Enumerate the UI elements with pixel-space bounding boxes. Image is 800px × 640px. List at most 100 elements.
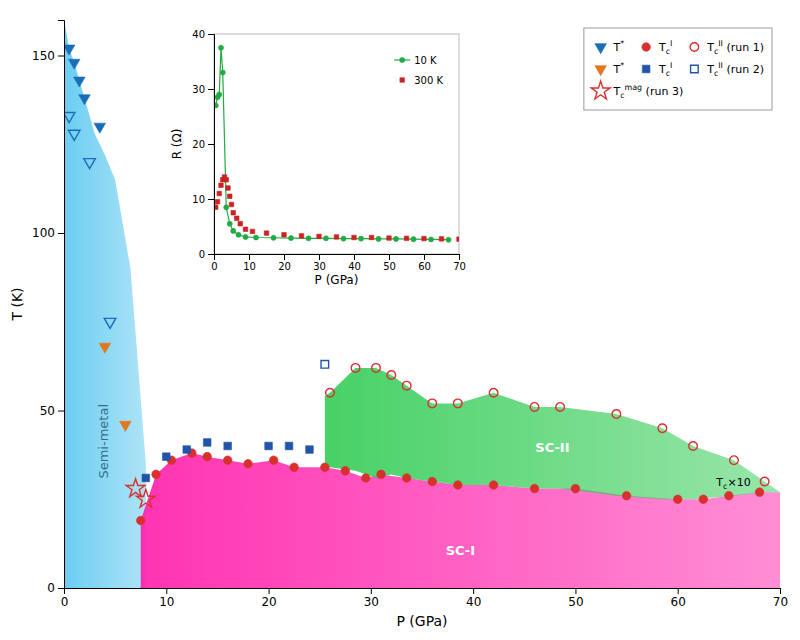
data-point <box>227 221 232 226</box>
legend-item: 300 K <box>400 75 444 86</box>
data-point <box>224 442 232 450</box>
legend-item: T* <box>595 39 624 53</box>
x-tick-label: 20 <box>261 595 276 609</box>
data-point <box>64 113 75 123</box>
text-superscript: mag <box>625 83 643 92</box>
data-point <box>454 481 463 490</box>
data-point <box>422 236 427 241</box>
data-point <box>369 235 374 240</box>
legend-label: TcII (run 2) <box>706 61 764 77</box>
x-axis-line <box>215 255 460 261</box>
text-superscript: I <box>670 61 672 70</box>
main-chart: Semi-metalSC-ISC-II010203040506070050100… <box>9 20 788 629</box>
chart-svg: Semi-metalSC-ISC-II010203040506070050100… <box>0 0 800 640</box>
data-point <box>352 235 357 240</box>
data-point <box>162 453 170 461</box>
x-tick-label: 20 <box>278 261 291 272</box>
data-point <box>126 479 145 497</box>
y-tick-mark <box>208 34 214 35</box>
y-tick-label: 30 <box>192 84 205 95</box>
data-point <box>94 123 106 133</box>
text-part: (run 1) <box>723 41 764 54</box>
x-tick: 10 <box>159 588 174 609</box>
data-point <box>361 474 370 483</box>
x-tick-mark <box>575 588 576 594</box>
x-tick: 50 <box>568 588 583 609</box>
x-tick-mark <box>249 254 250 260</box>
x-tick-label: 70 <box>453 261 466 272</box>
legend: 10 K300 K <box>394 55 443 86</box>
data-point <box>183 446 191 454</box>
data-point <box>219 183 224 188</box>
text-part: ×10 <box>727 476 750 489</box>
data-point <box>203 439 211 447</box>
data-point <box>234 216 239 221</box>
data-point <box>250 229 255 234</box>
x-tick-mark <box>459 254 460 260</box>
data-point <box>489 481 498 490</box>
data-point <box>439 237 444 242</box>
data-point <box>404 236 409 241</box>
data-point <box>244 459 253 468</box>
data-point <box>387 371 396 380</box>
legend-symbol <box>400 78 405 83</box>
x-axis: 010203040506070 <box>211 254 466 272</box>
annotation: Tc×10 <box>715 476 750 491</box>
data-point <box>217 92 222 97</box>
y-tick: 10 <box>192 194 214 205</box>
x-tick-label: 50 <box>568 595 583 609</box>
legend: T*TcITcII (run 1)T*TcITcII (run 2)Tcmag … <box>584 28 772 110</box>
x-tick: 30 <box>364 588 379 609</box>
data-point <box>372 364 381 373</box>
x-tick-label: 60 <box>418 261 431 272</box>
data-point <box>673 495 682 504</box>
data-point <box>231 228 236 233</box>
legend-item: T* <box>595 61 624 75</box>
data-point <box>306 446 314 454</box>
data-point <box>571 484 580 493</box>
legend-item: Tcmag (run 3) <box>591 81 683 100</box>
data-point <box>446 237 451 242</box>
data-point <box>321 463 330 472</box>
x-tick-mark <box>269 588 270 594</box>
data-point <box>215 199 220 204</box>
x-tick-mark <box>473 588 474 594</box>
region-area <box>64 20 146 588</box>
plot-area <box>64 20 780 588</box>
data-point <box>104 318 116 328</box>
data-point <box>224 177 229 182</box>
y-tick-label: 0 <box>199 249 205 260</box>
y-tick-label: 100 <box>32 226 55 240</box>
data-point <box>136 489 155 507</box>
data-point <box>226 186 231 191</box>
data-point <box>231 210 236 215</box>
y-tick-label: 40 <box>192 29 205 40</box>
legend-symbol <box>400 57 405 62</box>
x-tick-label: 60 <box>671 595 686 609</box>
legend-label: T* <box>612 39 624 53</box>
inset-background <box>214 34 459 254</box>
text-superscript: I <box>670 39 672 48</box>
y-axis: 010203040 <box>192 29 214 260</box>
legend-item: TcII (run 2) <box>691 61 764 77</box>
x-tick-mark <box>319 254 320 260</box>
data-point <box>223 456 232 465</box>
legend-symbol <box>595 44 607 54</box>
data-point <box>411 237 416 242</box>
x-tick-label: 40 <box>466 595 481 609</box>
data-point <box>238 221 243 226</box>
legend-item: TcI <box>642 39 673 55</box>
legend-frame <box>584 28 772 110</box>
x-tick-mark <box>371 588 372 594</box>
data-point <box>530 484 539 493</box>
y-tick-mark <box>58 588 64 589</box>
data-point <box>217 191 222 196</box>
data-point <box>99 343 111 353</box>
data-point <box>74 77 86 87</box>
data-point <box>376 236 381 241</box>
legend-label: T* <box>612 61 624 75</box>
x-tick: 50 <box>383 254 396 272</box>
data-point <box>326 388 335 397</box>
data-point <box>253 235 258 240</box>
x-tick: 70 <box>453 254 466 272</box>
